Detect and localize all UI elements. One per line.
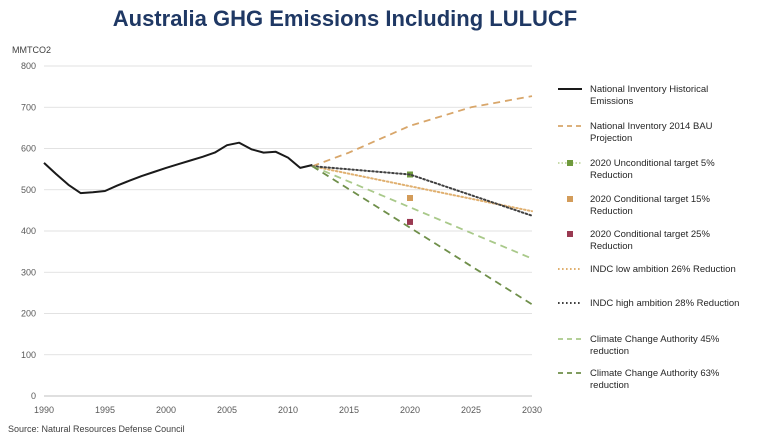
y-tick-label: 100 [21, 350, 36, 360]
legend-label: Reduction [590, 170, 633, 181]
x-tick-label: 2010 [278, 405, 298, 415]
x-tick-label: 2005 [217, 405, 237, 415]
legend-label: Projection [590, 133, 632, 144]
legend-label: Climate Change Authority 63% [590, 368, 720, 379]
series-line-5 [311, 165, 533, 213]
x-tick-label: 2000 [156, 405, 176, 415]
series-marker-4 [407, 218, 413, 225]
legend-label: 2020 Unconditional target 5% [590, 158, 715, 169]
series-line-1 [312, 95, 533, 168]
y-tick-label: 700 [21, 102, 36, 112]
y-tick-label: 300 [21, 267, 36, 277]
source-note: Source: Natural Resources Defense Counci… [8, 424, 185, 434]
legend-label: INDC low ambition 26% Reduction [590, 264, 736, 275]
legend-label: 2020 Conditional target 15% [590, 194, 710, 205]
legend-label: 2020 Conditional target 25% [590, 229, 710, 240]
legend-label: Reduction [590, 241, 633, 252]
legend-swatch-2 [567, 160, 573, 166]
series-line-8 [311, 165, 533, 306]
series-marker-3 [407, 195, 413, 201]
x-tick-label: 1995 [95, 405, 115, 415]
legend-label: reduction [590, 346, 629, 357]
series-line-6 [311, 165, 533, 217]
x-tick-label: 1990 [34, 405, 54, 415]
x-tick-label: 2015 [339, 405, 359, 415]
legend-swatch-4 [567, 231, 573, 237]
series-group [43, 95, 533, 306]
y-tick-label: 800 [21, 61, 36, 71]
y-tick-label: 600 [21, 144, 36, 154]
legend-label: National Inventory 2014 BAU [590, 121, 713, 132]
legend-label: reduction [590, 380, 629, 391]
series-line-7 [312, 165, 533, 260]
legend-label: National Inventory Historical [590, 84, 708, 95]
grid-lines [44, 65, 532, 356]
y-tick-label: 400 [21, 226, 36, 236]
legend-swatch-3 [567, 196, 573, 202]
legend-label: INDC high ambition 28% Reduction [590, 298, 739, 309]
y-tick-label: 500 [21, 185, 36, 195]
series-line-0 [43, 141, 313, 195]
y-axis-label: MMTCO2 [12, 45, 51, 55]
x-tick-label: 2025 [461, 405, 481, 415]
y-tick-label: 200 [21, 309, 36, 319]
x-tick-label: 2030 [522, 405, 542, 415]
axes: 0 100 200 300 400 500 600 700 800 1990 1995 2000 200… [21, 61, 542, 415]
legend-label: Reduction [590, 206, 633, 217]
chart-title: Australia GHG Emissions Including LULUCF [112, 6, 578, 31]
legend-label: Climate Change Authority 45% [590, 334, 720, 345]
legend-label: Emissions [590, 96, 634, 107]
y-tick-label: 0 [31, 391, 36, 401]
x-tick-label: 2020 [400, 405, 420, 415]
